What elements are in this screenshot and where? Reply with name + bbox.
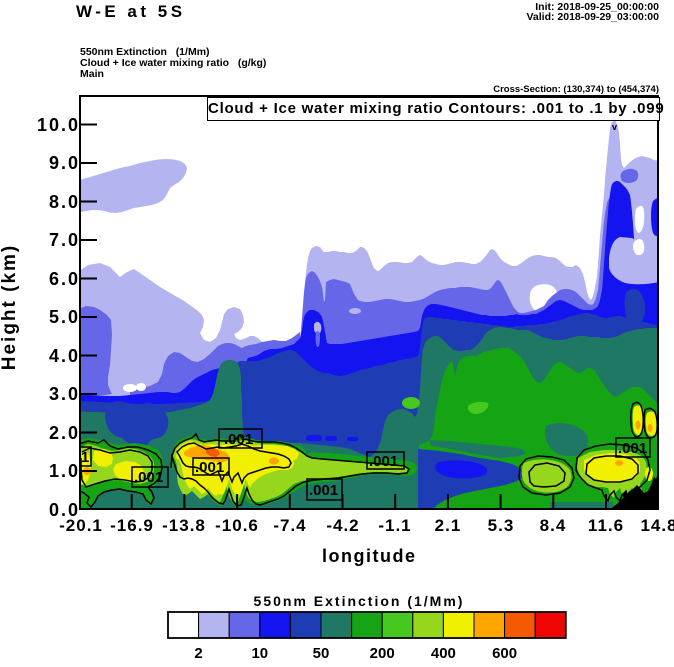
svg-text:200: 200 [370, 645, 395, 662]
svg-text:.001: .001 [369, 453, 398, 470]
svg-text:.001: .001 [195, 459, 224, 476]
svg-text:.001: .001 [79, 449, 89, 466]
svg-text:550nm Extinction (1/Mm): 550nm Extinction (1/Mm) [254, 593, 465, 609]
svg-text:v: v [612, 122, 617, 132]
svg-text:.001: .001 [618, 440, 647, 457]
svg-text:2: 2 [194, 645, 202, 662]
svg-text:50: 50 [313, 645, 330, 662]
svg-text:400: 400 [431, 645, 456, 662]
svg-text:600: 600 [492, 645, 517, 662]
svg-text:.001: .001 [224, 431, 253, 448]
svg-text:.001: .001 [134, 469, 163, 486]
svg-text:.001: .001 [309, 482, 338, 499]
svg-text:10: 10 [251, 645, 268, 662]
